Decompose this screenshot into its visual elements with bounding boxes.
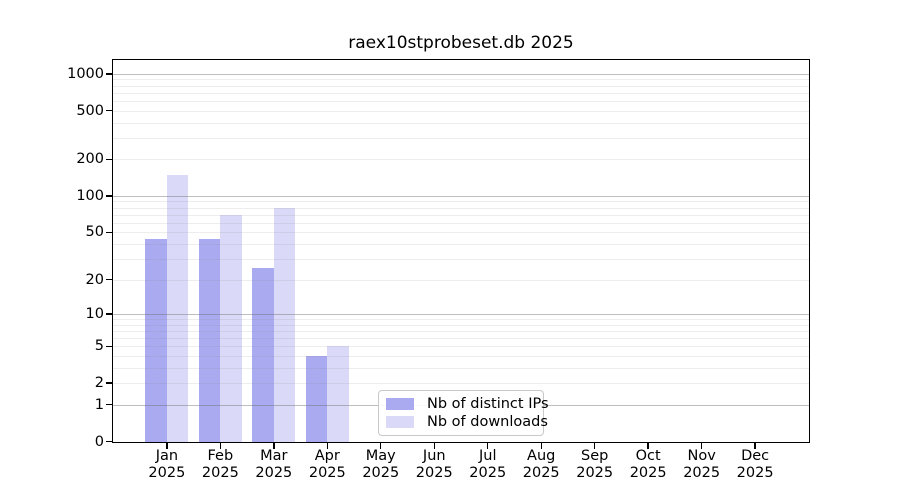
- x-axis-label: Nov 2025: [683, 448, 721, 481]
- minor-gridline: [113, 279, 809, 281]
- y-axis-tick: [106, 382, 112, 384]
- y-axis-tick: [106, 195, 112, 197]
- y-axis-tick: [106, 313, 112, 315]
- minor-gridline: [113, 92, 809, 94]
- major-gridline: [113, 195, 809, 197]
- y-axis-label: 10: [85, 305, 104, 322]
- x-axis-tick: [540, 443, 542, 449]
- y-axis-tick: [106, 231, 112, 233]
- minor-gridline: [113, 243, 809, 245]
- bar-mar-distinct-ips: [252, 268, 274, 442]
- x-axis-label: Jun 2025: [415, 448, 453, 481]
- chart-title: raex10stprobeset.db 2025: [348, 33, 574, 53]
- y-axis-label: 500: [76, 102, 104, 119]
- y-axis-label: 100: [76, 187, 104, 204]
- x-axis-tick: [326, 443, 328, 449]
- y-axis-label: 2: [94, 375, 104, 392]
- minor-gridline: [113, 79, 809, 81]
- x-axis-label: Jan 2025: [148, 448, 186, 481]
- y-axis-label: 20: [85, 271, 104, 288]
- x-axis-label: Jul 2025: [469, 448, 507, 481]
- x-axis-tick: [219, 443, 222, 449]
- minor-gridline: [113, 355, 809, 357]
- bar-apr-distinct-ips: [305, 355, 328, 442]
- x-axis-label: May 2025: [362, 448, 400, 481]
- x-axis-tick: [380, 443, 382, 449]
- legend-label-distinct-ips: Nb of distinct IPs: [427, 396, 549, 412]
- y-axis-tick: [106, 404, 112, 406]
- legend-item-distinct-ips: Nb of distinct IPs: [386, 395, 549, 413]
- x-axis-tick: [433, 443, 435, 449]
- x-axis-label: Feb 2025: [201, 448, 239, 481]
- minor-gridline: [113, 232, 809, 234]
- minor-gridline: [113, 319, 809, 321]
- legend-label-downloads: Nb of downloads: [427, 414, 548, 430]
- bar-jan-distinct-ips: [145, 238, 167, 442]
- x-axis-label: Mar 2025: [255, 448, 293, 481]
- x-axis-label: Oct 2025: [629, 448, 667, 481]
- y-axis-tick: [106, 109, 112, 112]
- legend-item-downloads: Nb of downloads: [386, 413, 548, 431]
- minor-gridline: [113, 330, 809, 332]
- minor-gridline: [113, 383, 809, 385]
- minor-gridline: [113, 122, 809, 124]
- y-axis-tick: [106, 158, 112, 160]
- x-axis-tick: [593, 443, 596, 449]
- y-axis-tick: [106, 73, 112, 75]
- x-axis-tick: [487, 443, 489, 449]
- legend: Nb of distinct IPs Nb of downloads: [378, 390, 549, 436]
- bar-mar-downloads: [273, 207, 296, 442]
- x-axis-tick: [166, 443, 168, 449]
- minor-gridline: [113, 258, 809, 260]
- y-axis-tick: [106, 278, 112, 281]
- minor-gridline: [113, 367, 809, 369]
- x-axis-tick: [273, 443, 275, 449]
- y-axis-label: 0: [94, 433, 104, 450]
- minor-gridline: [113, 159, 809, 161]
- legend-swatch-downloads: [386, 416, 414, 428]
- y-axis-label: 200: [76, 151, 104, 168]
- x-axis-tick: [647, 443, 649, 449]
- major-gridline: [113, 313, 809, 315]
- minor-gridline: [113, 214, 809, 216]
- y-axis-tick: [106, 440, 112, 443]
- x-axis-tick: [700, 443, 703, 449]
- minor-gridline: [113, 85, 809, 87]
- minor-gridline: [113, 324, 809, 326]
- x-axis-label: Dec 2025: [736, 448, 774, 481]
- major-gridline: [113, 73, 809, 75]
- y-axis-label: 5: [94, 338, 104, 355]
- minor-gridline: [113, 100, 809, 102]
- y-axis-label: 1: [94, 396, 104, 413]
- y-axis-tick: [106, 345, 112, 347]
- x-axis-label: Apr 2025: [308, 448, 346, 481]
- bar-jan-downloads: [166, 174, 189, 442]
- minor-gridline: [113, 338, 809, 339]
- legend-swatch-distinct-ips: [386, 398, 414, 410]
- y-axis-label: 50: [85, 224, 104, 241]
- minor-gridline: [113, 222, 809, 224]
- minor-gridline: [113, 346, 809, 348]
- bar-apr-downloads: [327, 346, 349, 442]
- x-axis-tick: [754, 443, 756, 449]
- x-axis-label: Sep 2025: [576, 448, 614, 481]
- x-axis-label: Aug 2025: [522, 448, 560, 481]
- minor-gridline: [113, 201, 809, 203]
- bar-feb-distinct-ips: [198, 238, 221, 442]
- bar-feb-downloads: [220, 214, 242, 442]
- minor-gridline: [113, 137, 809, 139]
- minor-gridline: [113, 110, 809, 112]
- y-axis-label: 1000: [67, 65, 104, 82]
- minor-gridline: [113, 207, 809, 209]
